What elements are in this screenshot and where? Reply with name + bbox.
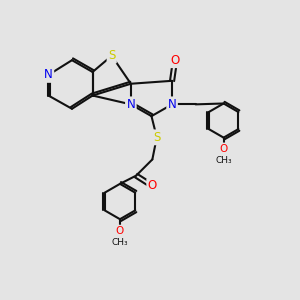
Text: S: S xyxy=(153,131,160,144)
Text: O: O xyxy=(148,179,157,192)
Text: CH₃: CH₃ xyxy=(215,155,232,164)
Text: S: S xyxy=(108,49,116,62)
Text: O: O xyxy=(220,144,228,154)
Text: O: O xyxy=(170,54,180,67)
Text: O: O xyxy=(116,226,124,236)
Text: N: N xyxy=(127,98,135,111)
Text: N: N xyxy=(168,98,176,111)
Text: CH₃: CH₃ xyxy=(112,238,128,247)
Text: N: N xyxy=(44,68,53,81)
